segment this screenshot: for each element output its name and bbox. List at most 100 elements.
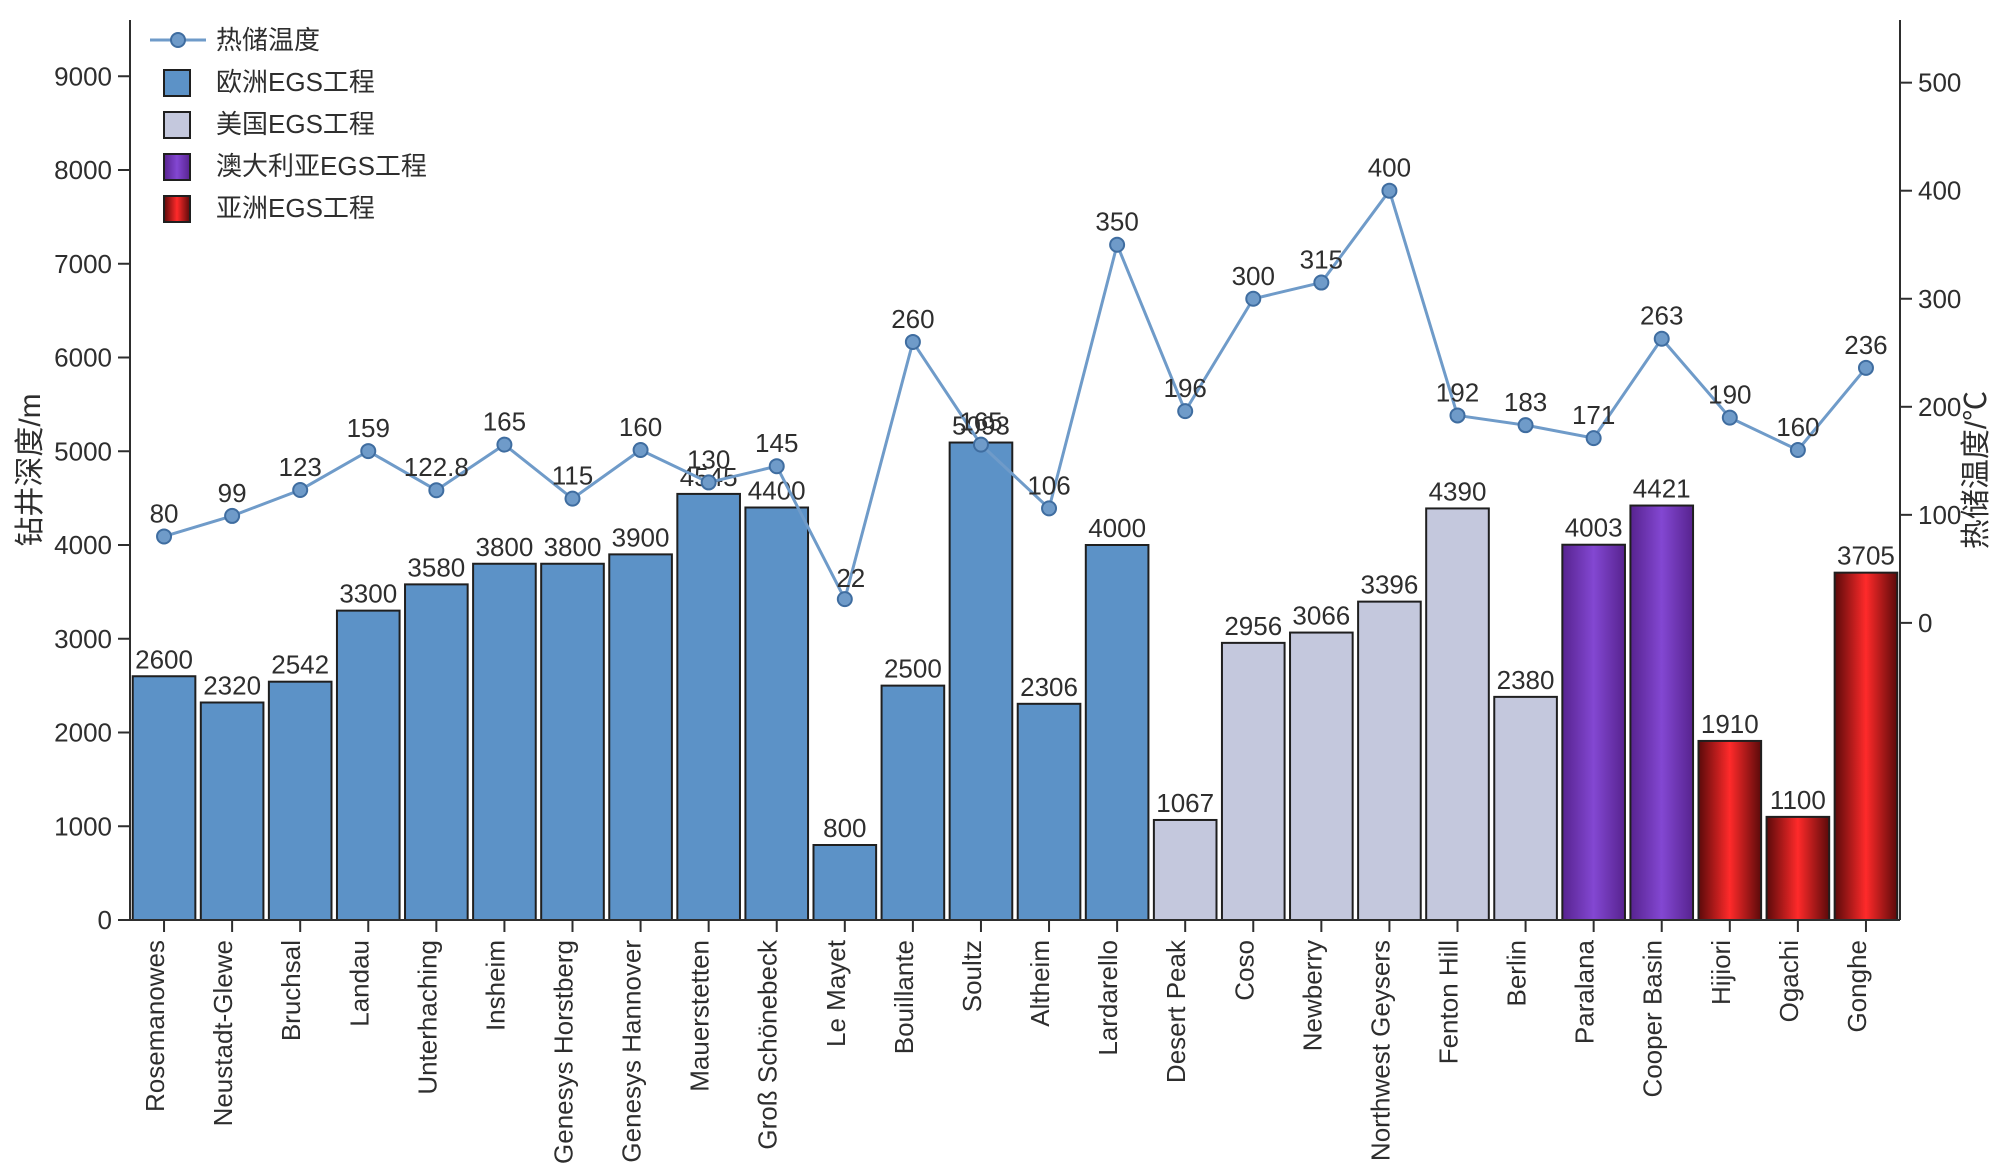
bar-berlin [1494, 697, 1557, 920]
x-category-label: Mauerstetten [685, 940, 715, 1092]
temperature-marker [1246, 292, 1260, 306]
temperature-value-label: 80 [150, 498, 179, 528]
temperature-marker [702, 475, 716, 489]
x-category-label: Lardarello [1093, 940, 1123, 1056]
x-category-label: Fenton Hill [1434, 940, 1464, 1064]
temperature-value-label: 165 [483, 407, 526, 437]
temperature-value-label: 160 [1776, 412, 1819, 442]
y-left-tick-label: 6000 [54, 343, 112, 373]
temperature-marker [1587, 431, 1601, 445]
y-right-axis-title: 热储温度/℃ [1960, 391, 1993, 549]
bar-value-label: 3900 [612, 522, 670, 552]
x-category-label: Genesys Horstberg [549, 940, 579, 1164]
legend-marker-icon [171, 33, 185, 47]
bar-desert-peak [1154, 820, 1217, 920]
y-left-tick-label: 5000 [54, 436, 112, 466]
bar-value-label: 4400 [748, 476, 806, 506]
bar-hijiori [1698, 741, 1761, 920]
y-left-tick-label: 1000 [54, 811, 112, 841]
temperature-marker [1042, 501, 1056, 515]
bar-value-label: 2500 [884, 654, 942, 684]
bar-gonghe [1835, 573, 1898, 920]
temperature-value-label: 122.8 [404, 452, 469, 482]
temperature-marker [906, 335, 920, 349]
bar-rosemanowes [133, 676, 196, 920]
bar-genesys-hannover [609, 554, 672, 920]
bar-le-mayet [813, 845, 876, 920]
x-category-label: Cooper Basin [1638, 940, 1668, 1098]
y-left-tick-label: 4000 [54, 530, 112, 560]
temperature-value-label: 22 [836, 563, 865, 593]
x-category-label: Hijiori [1706, 940, 1736, 1005]
x-category-label: Gonghe [1842, 940, 1872, 1033]
x-category-label: Genesys Hannover [617, 940, 647, 1163]
bar-value-label: 4421 [1633, 474, 1691, 504]
temperature-value-label: 130 [687, 444, 730, 474]
temperature-value-label: 160 [619, 412, 662, 442]
x-category-label: Coso [1229, 940, 1259, 1001]
temperature-marker [1655, 332, 1669, 346]
bar-value-label: 3580 [407, 552, 465, 582]
y-right-tick-label: 0 [1918, 608, 1932, 638]
y-left-tick-label: 7000 [54, 249, 112, 279]
x-category-label: Le Mayet [821, 939, 851, 1047]
temperature-marker [1314, 276, 1328, 290]
x-category-label: Landau [344, 940, 374, 1027]
x-category-label: Bruchsal [276, 940, 306, 1041]
y-right-tick-label: 500 [1918, 68, 1961, 98]
bar-value-label: 2956 [1224, 611, 1282, 641]
bar-value-label: 2542 [271, 650, 329, 680]
x-category-label: Paralana [1570, 939, 1600, 1044]
bar-coso [1222, 643, 1285, 920]
x-category-label: Newberry [1297, 940, 1327, 1051]
temperature-marker [566, 492, 580, 506]
chart-svg: 2600232025423300358038003800390045454400… [0, 0, 2013, 1170]
bar-value-label: 2306 [1020, 672, 1078, 702]
temperature-value-label: 263 [1640, 301, 1683, 331]
bar-value-label: 1100 [1770, 785, 1826, 815]
temperature-marker [1519, 418, 1533, 432]
temperature-value-label: 171 [1572, 400, 1615, 430]
bar-value-label: 2320 [203, 671, 261, 701]
y-left-tick-label: 0 [98, 905, 112, 935]
temperature-marker [634, 443, 648, 457]
temperature-value-label: 192 [1436, 377, 1479, 407]
bar-value-label: 4000 [1088, 513, 1146, 543]
temperature-marker [429, 483, 443, 497]
bar-northwest-geysers [1358, 602, 1421, 920]
y-right-tick-label: 200 [1918, 392, 1961, 422]
temperature-value-label: 99 [218, 478, 247, 508]
legend-label: 澳大利亚EGS工程 [216, 151, 427, 181]
x-category-label: Altheim [1025, 940, 1055, 1027]
x-category-label: Ogachi [1774, 940, 1804, 1022]
temperature-value-label: 196 [1163, 373, 1206, 403]
y-left-tick-label: 2000 [54, 718, 112, 748]
bar-value-label: 3300 [339, 579, 397, 609]
temperature-value-label: 400 [1368, 153, 1411, 183]
temperature-value-label: 300 [1232, 261, 1275, 291]
temperature-value-label: 260 [891, 304, 934, 334]
bar-ogachi [1767, 817, 1830, 920]
legend-label: 美国EGS工程 [216, 109, 375, 139]
bar-gro-sch-nebeck [745, 508, 808, 921]
bar-value-label: 2600 [135, 644, 193, 674]
legend-swatch-icon [164, 70, 190, 96]
x-category-label: Bouillante [889, 940, 919, 1054]
chart-container: 2600232025423300358038003800390045454400… [0, 0, 2013, 1170]
y-left-tick-label: 8000 [54, 155, 112, 185]
bar-value-label: 1067 [1156, 788, 1214, 818]
bar-value-label: 4390 [1429, 476, 1487, 506]
x-category-label: Neustadt-Glewe [208, 940, 238, 1126]
temperature-value-label: 236 [1844, 330, 1887, 360]
bar-value-label: 800 [823, 813, 866, 843]
y-left-tick-label: 9000 [54, 61, 112, 91]
temperature-marker [1110, 238, 1124, 252]
bar-altheim [1018, 704, 1081, 920]
bar-insheim [473, 564, 536, 920]
temperature-value-label: 315 [1300, 245, 1343, 275]
temperature-marker [1791, 443, 1805, 457]
x-category-label: Berlin [1502, 940, 1532, 1006]
temperature-marker [1178, 404, 1192, 418]
temperature-value-label: 159 [347, 413, 390, 443]
x-category-label: Groß Schönebeck [753, 939, 783, 1150]
